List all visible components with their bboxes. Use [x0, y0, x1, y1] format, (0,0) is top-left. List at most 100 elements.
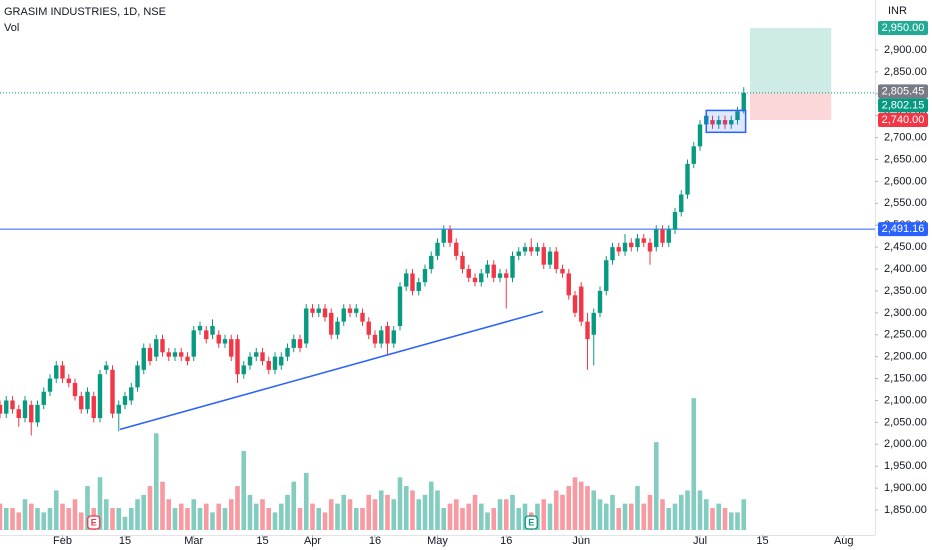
candle-body	[210, 325, 215, 335]
candle-body	[416, 282, 421, 291]
candle-body	[166, 352, 171, 357]
range-box	[705, 109, 747, 134]
volume-bar	[310, 503, 315, 530]
volume-bar	[728, 512, 734, 530]
y-tick-label: 2,100.00	[884, 394, 927, 406]
volume-bar	[260, 499, 265, 530]
volume-bar	[222, 508, 228, 530]
candle-body	[316, 308, 321, 313]
candle-body	[222, 339, 228, 344]
volume-bar	[435, 490, 440, 530]
candle-body	[104, 365, 109, 370]
volume-bar	[278, 503, 284, 530]
candle-body	[647, 242, 653, 252]
candle-body	[60, 365, 65, 379]
volume-bar	[0, 503, 3, 530]
volume-bar	[397, 477, 403, 530]
volume-bar	[135, 499, 140, 530]
candle-body	[679, 194, 684, 213]
trendline	[119, 310, 544, 431]
volume-bar	[341, 494, 347, 530]
volume-bar	[660, 499, 665, 530]
candle-body	[579, 286, 584, 322]
candle-body	[541, 247, 546, 265]
candle-body	[410, 273, 415, 291]
candle-body	[135, 365, 140, 388]
candle-body	[372, 334, 378, 344]
event-label: E	[528, 517, 534, 527]
position-profit-zone	[750, 28, 832, 93]
volume-bar	[553, 490, 559, 530]
volume-bar	[372, 499, 378, 530]
volume-bar	[153, 433, 159, 530]
candle-body	[10, 400, 15, 410]
candle-body	[397, 286, 403, 326]
volume-bar	[622, 503, 628, 530]
volume-bar	[297, 508, 303, 530]
candle-body	[47, 378, 53, 392]
volume-bar	[460, 508, 465, 530]
candle-body	[604, 260, 609, 291]
candle-body	[347, 308, 353, 313]
candle-body	[110, 369, 115, 414]
price-label-box	[878, 113, 928, 128]
volume-bar	[41, 512, 47, 530]
volume-bar	[347, 499, 353, 530]
candle-body	[66, 378, 71, 383]
x-tick-label: Mar	[184, 535, 203, 547]
candle-body	[341, 308, 346, 322]
volume-bar	[66, 508, 72, 530]
candle-body	[479, 273, 484, 283]
volume-bar	[453, 499, 459, 530]
volume-bar	[53, 490, 59, 530]
candle-body	[516, 251, 521, 256]
candle-body	[266, 361, 271, 370]
volume-bar	[316, 508, 322, 530]
candle-body	[335, 321, 340, 335]
volume-bar	[585, 486, 590, 530]
volume-bar	[666, 508, 672, 530]
candle-body	[116, 404, 121, 414]
candle-body	[710, 120, 715, 125]
price-label-box	[878, 98, 928, 113]
volume-bar	[85, 486, 90, 530]
candle-body	[204, 330, 209, 340]
volume-bar	[391, 499, 397, 530]
candle-body	[654, 229, 659, 248]
volume-bar	[78, 512, 84, 530]
volume-bar	[122, 516, 128, 530]
position-loss-zone	[750, 92, 832, 121]
candle-body	[279, 356, 284, 366]
candle-body	[635, 238, 640, 248]
volume-bar	[328, 499, 334, 530]
candle-body	[329, 312, 334, 335]
volume-bar	[210, 512, 215, 530]
volume-bar	[178, 503, 184, 530]
volume-bar	[241, 450, 247, 530]
candle-body	[91, 396, 96, 419]
candle-body	[241, 365, 246, 375]
price-label: 2,491.16	[882, 223, 925, 235]
price-label-box	[878, 222, 928, 237]
volume-bar	[516, 508, 522, 530]
candle-body	[0, 404, 3, 414]
candle-body	[297, 339, 303, 348]
candle-body	[660, 229, 665, 243]
y-tick-label: 2,450.00	[884, 241, 927, 253]
volume-bar	[16, 512, 22, 530]
volume-bar	[291, 481, 297, 530]
volume-bar	[628, 503, 634, 530]
volume-bar	[353, 508, 359, 530]
event-marker	[524, 515, 538, 530]
x-tick-label: 15	[119, 535, 131, 547]
candle-body	[160, 339, 165, 353]
volume-bar	[322, 512, 328, 530]
candle-body	[4, 400, 9, 414]
x-tick-label: Jul	[693, 535, 707, 547]
volume-bar	[691, 398, 697, 530]
price-label: 2,740.00	[882, 114, 925, 126]
volume-bar	[710, 508, 715, 530]
volume-bar	[103, 499, 109, 530]
volume-bar	[485, 512, 490, 530]
